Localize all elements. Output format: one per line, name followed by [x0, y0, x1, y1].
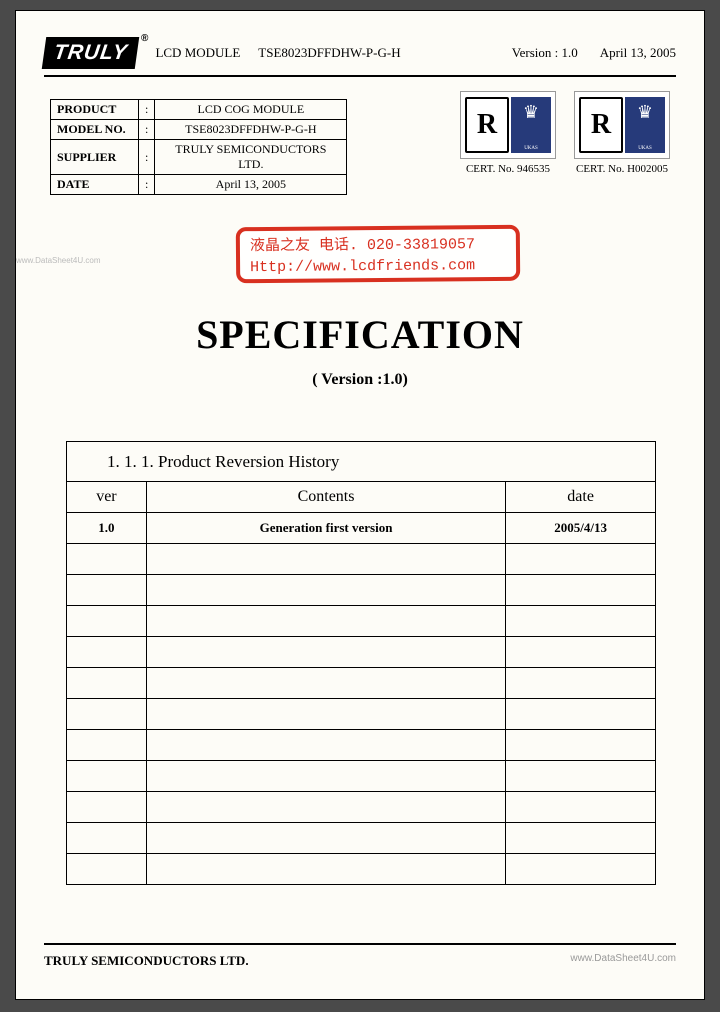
watermark-left: www.DataSheet4U.com [16, 256, 100, 265]
cert-image-box: R ♛ UKAS [574, 91, 670, 159]
separator: : [139, 140, 155, 175]
history-row [67, 699, 656, 730]
header-date: April 13, 2005 [600, 45, 676, 61]
stamp-line1: 液晶之友 电话. 020-33819057 [250, 234, 506, 257]
history-title: 1. 1. 1. Product Reversion History [67, 442, 656, 482]
history-row [67, 761, 656, 792]
separator: : [139, 175, 155, 195]
label-product: PRODUCT [51, 100, 139, 120]
certification-badges: R ♛ UKAS CERT. No. 946535 R ♛ UKAS CERT.… [460, 91, 670, 175]
value-date: April 13, 2005 [155, 175, 347, 195]
col-contents: Contents [146, 482, 505, 513]
history-row: 1.0 Generation first version 2005/4/13 [67, 513, 656, 544]
history-row [67, 823, 656, 854]
history-row [67, 544, 656, 575]
ukas-text: UKAS [638, 146, 652, 151]
cert-badge-2: R ♛ UKAS CERT. No. H002005 [574, 91, 670, 175]
table-row: DATE : April 13, 2005 [51, 175, 347, 195]
history-row [67, 854, 656, 885]
specification-version: ( Version :1.0) [16, 371, 704, 389]
header-version: Version : 1.0 [512, 45, 578, 61]
specification-title: SPECIFICATION [16, 311, 704, 358]
history-row [67, 606, 656, 637]
history-row [67, 637, 656, 668]
col-date: date [506, 482, 656, 513]
cert-badge-1: R ♛ UKAS CERT. No. 946535 [460, 91, 556, 175]
value-model: TSE8023DFFDHW-P-G-H [155, 120, 347, 140]
cert-number-2: CERT. No. H002005 [574, 163, 670, 175]
crown-icon: ♛ [523, 103, 539, 121]
red-stamp: 液晶之友 电话. 020-33819057 Http://www.lcdfrie… [236, 225, 520, 283]
header-model: TSE8023DFFDHW-P-G-H [258, 45, 400, 61]
crown-icon: ♛ [637, 103, 653, 121]
label-date: DATE [51, 175, 139, 195]
col-ver: ver [67, 482, 147, 513]
history-row [67, 575, 656, 606]
ukas-badge-icon: ♛ UKAS [625, 97, 665, 153]
cert-number-1: CERT. No. 946535 [460, 163, 556, 175]
product-info-table: PRODUCT : LCD COG MODULE MODEL NO. : TSE… [50, 99, 347, 195]
label-supplier: SUPPLIER [51, 140, 139, 175]
page-header: TRULY ® LCD MODULE TSE8023DFFDHW-P-G-H V… [44, 37, 676, 77]
history-row [67, 668, 656, 699]
truly-logo: TRULY ® [42, 37, 140, 69]
r-badge-icon: R [465, 97, 509, 153]
ukas-text: UKAS [524, 146, 538, 151]
ukas-badge-icon: ♛ UKAS [511, 97, 551, 153]
history-row [67, 730, 656, 761]
revision-history-table: 1. 1. 1. Product Reversion History ver C… [66, 441, 656, 885]
cell-ver: 1.0 [67, 513, 147, 544]
table-row: PRODUCT : LCD COG MODULE [51, 100, 347, 120]
r-badge-icon: R [579, 97, 623, 153]
value-supplier: TRULY SEMICONDUCTORS LTD. [155, 140, 347, 175]
cell-date: 2005/4/13 [506, 513, 656, 544]
cell-contents: Generation first version [146, 513, 505, 544]
registered-icon: ® [141, 33, 149, 44]
logo-text: TRULY [52, 41, 129, 64]
history-header-row: ver Contents date [67, 482, 656, 513]
footer-pageinfo: www.DataSheet4U.com [570, 953, 676, 964]
history-row [67, 792, 656, 823]
table-row: SUPPLIER : TRULY SEMICONDUCTORS LTD. [51, 140, 347, 175]
value-product: LCD COG MODULE [155, 100, 347, 120]
document-page: TRULY ® LCD MODULE TSE8023DFFDHW-P-G-H V… [15, 10, 705, 1000]
table-row: MODEL NO. : TSE8023DFFDHW-P-G-H [51, 120, 347, 140]
separator: : [139, 100, 155, 120]
cert-image-box: R ♛ UKAS [460, 91, 556, 159]
footer-company: TRULY SEMICONDUCTORS LTD. [44, 953, 249, 968]
page-footer: TRULY SEMICONDUCTORS LTD. www.DataSheet4… [44, 943, 676, 969]
label-model: MODEL NO. [51, 120, 139, 140]
header-module: LCD MODULE [155, 45, 240, 61]
stamp-line2: Http://www.lcdfriends.com [250, 255, 506, 278]
separator: : [139, 120, 155, 140]
history-title-row: 1. 1. 1. Product Reversion History [67, 442, 656, 482]
